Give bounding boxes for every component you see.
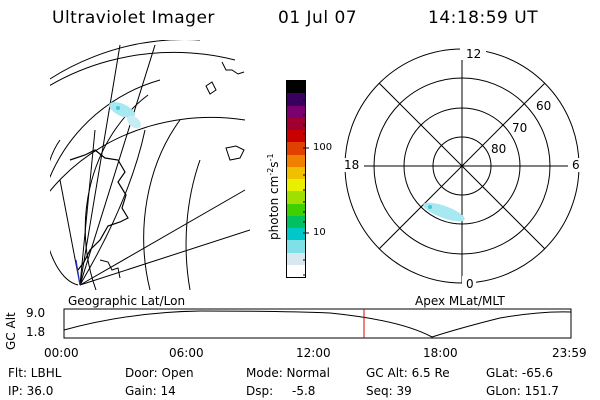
colorbar-swatch-1 (287, 93, 305, 106)
instrument-title: Ultraviolet Imager (52, 8, 215, 28)
colorbar-ticks (303, 99, 309, 276)
gain-info: Gain: 14 (125, 384, 176, 398)
mlat-label-80: 80 (491, 142, 507, 156)
mode-info: Mode: Normal (246, 366, 330, 380)
colorbar-swatch-9 (287, 191, 305, 204)
glat-info: GLat: -65.6 (486, 366, 553, 380)
door-info: Door: Open (125, 366, 194, 380)
mlt-label-18: 18 (344, 158, 360, 172)
colorbar-swatch-7 (287, 166, 305, 179)
dsp-label: Dsp: (246, 384, 274, 398)
colorbar-swatch-13 (287, 240, 305, 253)
seq-info: Seq: 39 (366, 384, 412, 398)
colorbar-tick-100: 100 (313, 142, 333, 153)
observation-date: 01 Jul 07 (278, 8, 358, 28)
colorbar-swatch-2 (287, 105, 305, 118)
dsp-value: -5.8 (292, 384, 316, 398)
mlt-label-6: 6 (572, 158, 580, 172)
colorbar-swatch-4 (287, 130, 305, 143)
colorbar-swatch-12 (287, 228, 305, 241)
mlat-label-60: 60 (536, 99, 552, 113)
apex-label: Apex MLat/MLT (415, 294, 505, 308)
mlt-label-0: 0 (466, 277, 474, 291)
timeline-xtick-1200: 12:00 (296, 346, 331, 360)
timeline-ytick-max: 9.0 (26, 306, 46, 320)
colorbar-swatch-8 (287, 179, 305, 192)
colorbar-swatch-10 (287, 203, 305, 216)
colorbar-swatch-6 (287, 154, 305, 167)
colorbar-swatch-14 (287, 252, 305, 265)
colorbar-swatch-5 (287, 142, 305, 155)
timeline-xtick-1800: 18:00 (423, 346, 458, 360)
timeline-xtick-0000: 00:00 (44, 346, 79, 360)
colorbar-tick-10: 10 (313, 227, 326, 238)
timeline-ytick-min: 1.8 (26, 325, 46, 339)
color-scale-bar (286, 80, 306, 278)
glon-info: GLon: 151.7 (486, 384, 559, 398)
mlat-label-70: 70 (512, 121, 528, 135)
gc-alt-info: GC Alt: 6.5 Re (366, 366, 450, 380)
colorbar-swatch-3 (287, 117, 305, 130)
colorbar-swatch-15 (287, 264, 305, 277)
filter-info: Flt: LBHL (8, 366, 62, 380)
timeline-xtick-2359: 23:59 (552, 346, 587, 360)
geographic-label: Geographic Lat/Lon (68, 294, 186, 308)
colorbar-swatch-11 (287, 215, 305, 228)
mlt-label-12: 12 (466, 47, 482, 61)
colorbar-swatch-0 (287, 81, 305, 94)
ip-info: IP: 36.0 (8, 384, 54, 398)
timeline-xtick-0600: 06:00 (169, 346, 204, 360)
observation-time: 14:18:59 UT (428, 8, 539, 28)
